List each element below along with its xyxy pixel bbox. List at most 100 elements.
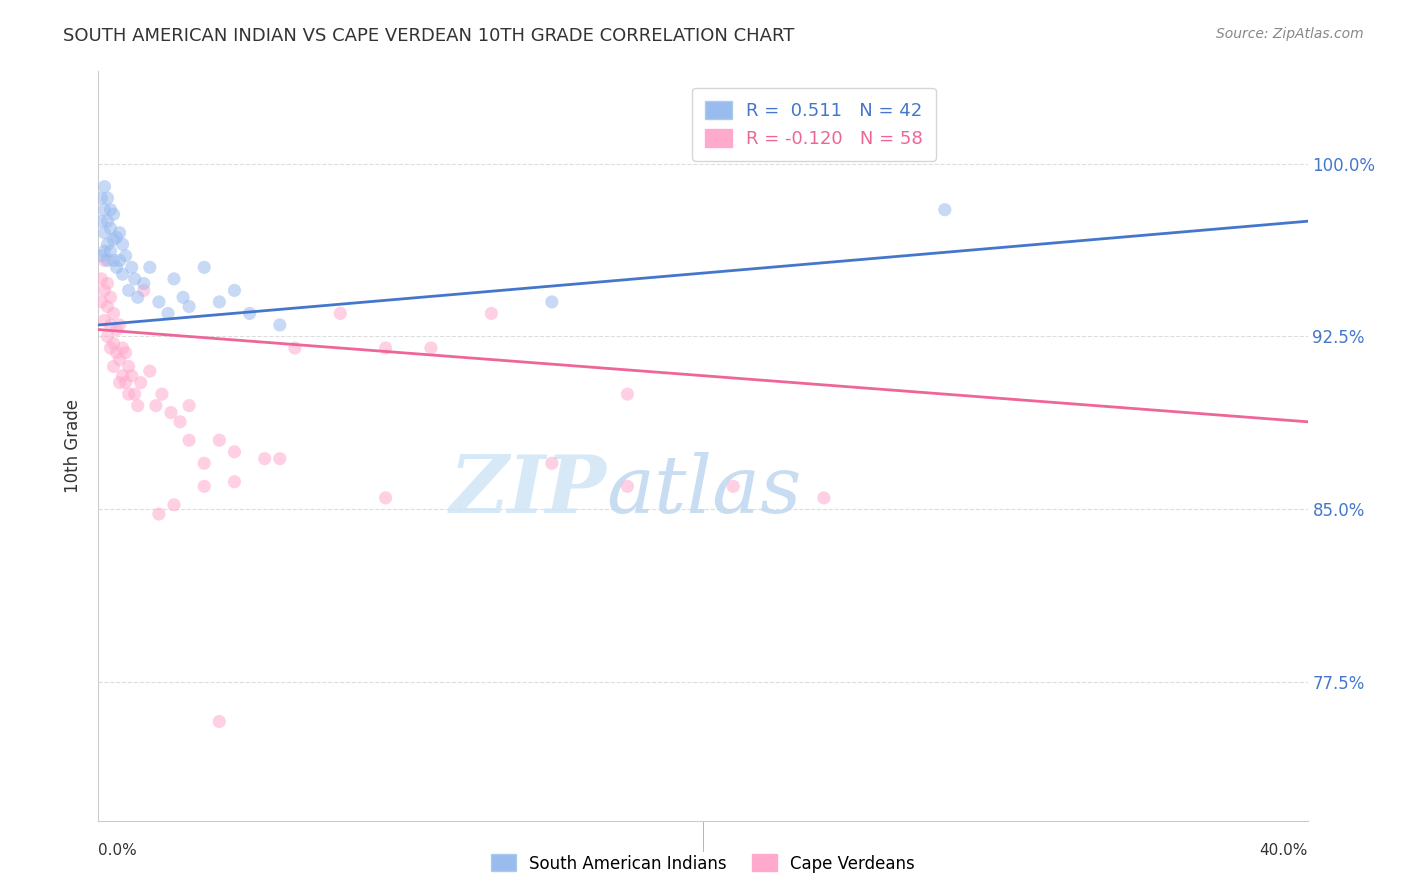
Point (813, 491, 835, 505)
Point (93, 226, 115, 240)
Point (121, 368, 143, 383)
Point (90, 214, 112, 228)
Point (129, 376, 152, 390)
Point (193, 260, 215, 275)
Point (111, 368, 134, 383)
Point (163, 272, 186, 286)
Point (193, 479, 215, 493)
Point (329, 306, 352, 320)
Point (96, 253, 118, 268)
Text: Source: ZipAtlas.com: Source: ZipAtlas.com (1216, 27, 1364, 41)
Point (224, 475, 246, 489)
Point (374, 341, 396, 355)
Point (540, 456, 562, 470)
Point (103, 207, 125, 221)
Point (108, 226, 131, 240)
Point (253, 451, 276, 466)
Point (616, 479, 638, 493)
Point (90, 294, 112, 309)
Point (420, 341, 443, 355)
Point (208, 714, 231, 729)
Text: 0.0%: 0.0% (98, 843, 138, 858)
Point (150, 387, 173, 401)
Point (163, 498, 186, 512)
Point (96, 300, 118, 314)
Point (93, 202, 115, 217)
Point (103, 359, 125, 374)
Point (100, 244, 122, 259)
Point (111, 341, 134, 355)
Point (934, 202, 956, 217)
Point (145, 399, 167, 413)
Point (169, 415, 191, 429)
Point (156, 306, 179, 320)
Text: SOUTH AMERICAN INDIAN VS CAPE VERDEAN 10TH GRADE CORRELATION CHART: SOUTH AMERICAN INDIAN VS CAPE VERDEAN 10… (63, 27, 794, 45)
Point (224, 284, 246, 298)
Point (96, 329, 118, 343)
Point (118, 359, 141, 374)
Point (269, 451, 291, 466)
Point (111, 237, 134, 252)
Point (96, 277, 118, 291)
Point (114, 376, 136, 390)
Point (100, 318, 122, 332)
Point (239, 306, 262, 320)
Point (90, 249, 112, 263)
Point (96, 214, 118, 228)
Point (118, 387, 141, 401)
Point (103, 336, 125, 351)
Y-axis label: 10th Grade: 10th Grade (65, 399, 83, 493)
Point (108, 352, 131, 367)
Point (127, 399, 149, 413)
Point (114, 345, 136, 359)
Point (284, 341, 307, 355)
Text: ZIP: ZIP (450, 452, 606, 530)
Point (105, 230, 128, 244)
Point (118, 284, 141, 298)
Point (93, 244, 115, 259)
Point (105, 345, 128, 359)
Point (100, 341, 122, 355)
Point (100, 221, 122, 235)
Point (481, 306, 503, 320)
Point (108, 376, 131, 390)
Point (269, 318, 291, 332)
Point (93, 179, 115, 194)
Point (93, 313, 115, 327)
Point (723, 479, 745, 493)
Point (121, 260, 143, 275)
Point (540, 294, 562, 309)
Point (208, 434, 231, 448)
Point (127, 290, 149, 304)
Point (148, 294, 170, 309)
Text: 40.0%: 40.0% (1260, 843, 1308, 858)
Point (96, 237, 118, 252)
Point (103, 306, 125, 320)
Point (179, 399, 201, 413)
Point (124, 272, 146, 286)
Point (100, 290, 122, 304)
Point (108, 318, 131, 332)
Point (90, 191, 112, 205)
Point (132, 284, 155, 298)
Point (90, 272, 112, 286)
Point (100, 202, 122, 217)
Point (103, 233, 125, 247)
Legend: R =  0.511   N = 42, R = -0.120   N = 58: R = 0.511 N = 42, R = -0.120 N = 58 (692, 88, 936, 161)
Point (616, 387, 638, 401)
Point (132, 277, 155, 291)
Point (179, 300, 201, 314)
Point (93, 284, 115, 298)
Point (114, 249, 136, 263)
Point (124, 387, 146, 401)
Point (224, 444, 246, 458)
Point (105, 322, 128, 336)
Point (374, 491, 396, 505)
Point (139, 260, 162, 275)
Point (172, 290, 194, 304)
Point (108, 253, 131, 268)
Point (148, 507, 170, 521)
Point (93, 253, 115, 268)
Point (208, 294, 231, 309)
Legend: South American Indians, Cape Verdeans: South American Indians, Cape Verdeans (484, 847, 922, 880)
